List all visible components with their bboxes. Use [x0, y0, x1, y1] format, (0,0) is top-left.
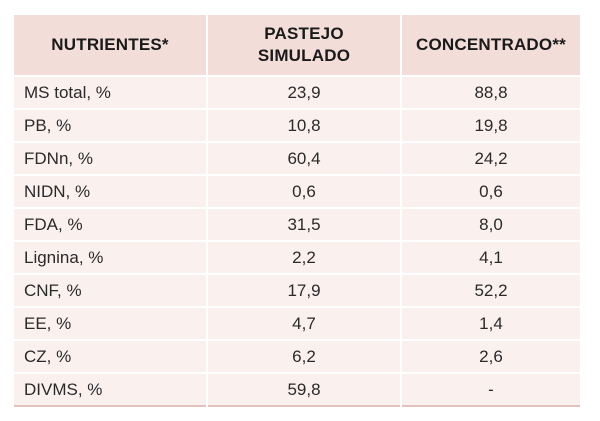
pastejo-value: 4,7	[206, 306, 402, 341]
nutrient-name: MS total, %	[12, 75, 208, 110]
concentrado-value: 88,8	[400, 75, 582, 110]
table-row: Lignina, % 2,2 4,1	[12, 240, 582, 275]
nutrient-name: NIDN, %	[12, 174, 208, 209]
pastejo-value: 31,5	[206, 207, 402, 242]
concentrado-value: 24,2	[400, 141, 582, 176]
table-row: CNF, % 17,9 52,2	[12, 273, 582, 308]
col-header-concentrado-label: CONCENTRADO**	[416, 35, 566, 54]
pastejo-value: 2,2	[206, 240, 402, 275]
pastejo-value: 23,9	[206, 75, 402, 110]
nutrient-name: FDNn, %	[12, 141, 208, 176]
concentrado-value: 8,0	[400, 207, 582, 242]
pastejo-value: 10,8	[206, 108, 402, 143]
concentrado-value: 1,4	[400, 306, 582, 341]
concentrado-value: 2,6	[400, 339, 582, 374]
nutrient-name: FDA, %	[12, 207, 208, 242]
pastejo-value: 0,6	[206, 174, 402, 209]
nutrient-table: NUTRIENTES* PASTEJO SIMULADO CONCENTRADO…	[12, 13, 582, 407]
nutrient-name: EE, %	[12, 306, 208, 341]
pastejo-value: 6,2	[206, 339, 402, 374]
table-row: CZ, % 6,2 2,6	[12, 339, 582, 374]
nutrient-name: PB, %	[12, 108, 208, 143]
col-header-pastejo-simulado: PASTEJO SIMULADO	[206, 13, 402, 77]
pastejo-value: 60,4	[206, 141, 402, 176]
col-header-nutrientes: NUTRIENTES*	[12, 13, 208, 77]
col-header-pastejo-line2: SIMULADO	[257, 46, 351, 65]
table-row: FDNn, % 60,4 24,2	[12, 141, 582, 176]
col-header-nutrientes-label: NUTRIENTES*	[51, 35, 169, 54]
table-row: DIVMS, % 59,8 -	[12, 372, 582, 406]
concentrado-value: 19,8	[400, 108, 582, 143]
nutrient-name: CNF, %	[12, 273, 208, 308]
table-body: MS total, % 23,9 88,8 PB, % 10,8 19,8 FD…	[12, 75, 582, 406]
concentrado-value: 0,6	[400, 174, 582, 209]
table-row: FDA, % 31,5 8,0	[12, 207, 582, 242]
col-header-pastejo-line1: PASTEJO	[264, 24, 344, 43]
concentrado-value: 4,1	[400, 240, 582, 275]
pastejo-value: 17,9	[206, 273, 402, 308]
nutrient-name: CZ, %	[12, 339, 208, 374]
col-header-concentrado: CONCENTRADO**	[400, 13, 582, 77]
nutrient-name: DIVMS, %	[12, 372, 208, 406]
pastejo-value: 59,8	[206, 372, 402, 406]
table-header: NUTRIENTES* PASTEJO SIMULADO CONCENTRADO…	[12, 13, 582, 77]
table-row: MS total, % 23,9 88,8	[12, 75, 582, 110]
nutrient-name: Lignina, %	[12, 240, 208, 275]
concentrado-value: 52,2	[400, 273, 582, 308]
table-row: EE, % 4,7 1,4	[12, 306, 582, 341]
table-row: PB, % 10,8 19,8	[12, 108, 582, 143]
header-row: NUTRIENTES* PASTEJO SIMULADO CONCENTRADO…	[12, 13, 582, 77]
concentrado-value: -	[400, 372, 582, 406]
table-row: NIDN, % 0,6 0,6	[12, 174, 582, 209]
